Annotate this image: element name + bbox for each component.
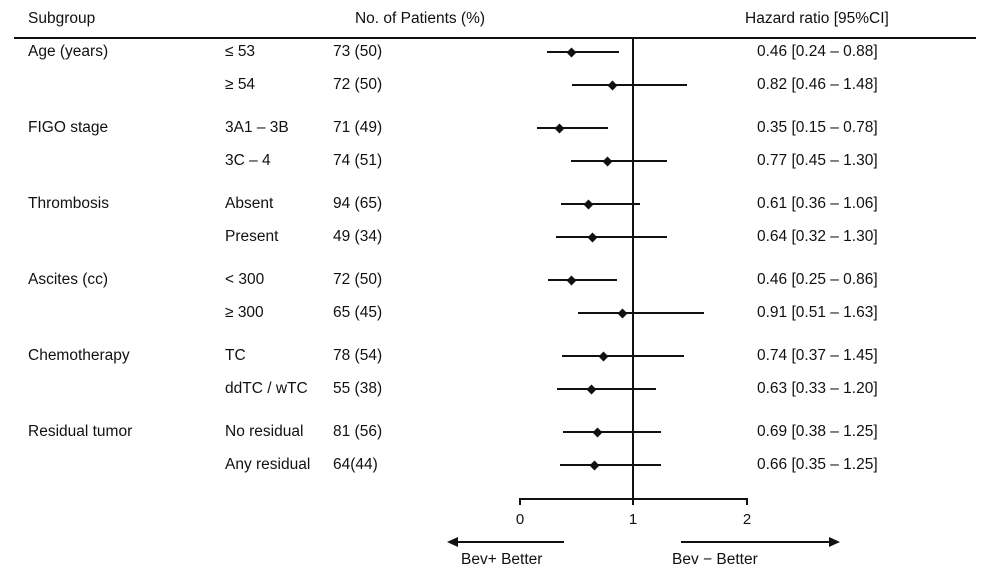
group-label: Chemotherapy [28, 347, 130, 364]
ci-line [557, 388, 656, 390]
header-divider [14, 37, 976, 39]
ci-line [536, 127, 609, 129]
row-label: ≤ 53 [225, 43, 256, 60]
row-hr-text: 0.46 [0.24 – 0.88] [757, 43, 878, 60]
row-hr-text: 0.91 [0.51 – 1.63] [757, 304, 878, 321]
row-patients: 71 (49) [333, 119, 383, 136]
point-estimate-marker [593, 427, 603, 437]
row-patients: 94 (65) [333, 195, 383, 212]
row-label: ≥ 54 [225, 76, 256, 93]
left-arrow-label: Bev+ Better [461, 551, 543, 568]
row-hr-text: 0.61 [0.36 – 1.06] [757, 195, 878, 212]
column-header-subgroup: Subgroup [28, 10, 96, 27]
row-patients: 49 (34) [333, 228, 383, 245]
row-patients: 72 (50) [333, 271, 383, 288]
right-arrow-label: Bev − Better [672, 551, 758, 568]
row-label: Any residual [225, 456, 311, 473]
row-label: 3C – 4 [225, 152, 271, 169]
ci-line [562, 431, 662, 433]
left-arrow-head-icon [447, 537, 458, 547]
point-estimate-marker [598, 351, 609, 361]
row-hr-text: 0.74 [0.37 – 1.45] [757, 347, 878, 364]
row-label: Absent [225, 195, 274, 212]
row-hr-text: 0.63 [0.33 – 1.20] [757, 380, 878, 397]
row-patients: 72 (50) [333, 76, 383, 93]
ci-line [556, 236, 667, 238]
row-patients: 78 (54) [333, 347, 383, 364]
row-hr-text: 0.64 [0.32 – 1.30] [757, 228, 878, 245]
point-estimate-marker [567, 47, 577, 57]
row-hr-text: 0.66 [0.35 – 1.25] [757, 456, 878, 473]
point-estimate-marker [586, 384, 597, 394]
row-hr-text: 0.69 [0.38 – 1.25] [757, 423, 878, 440]
left-arrow-line [456, 541, 564, 543]
row-label: No residual [225, 423, 304, 440]
ci-line [559, 464, 662, 466]
row-label: ddTC / wTC [225, 380, 308, 397]
point-estimate-marker [587, 232, 598, 242]
ci-line [561, 355, 684, 357]
column-header-patients: No. of Patients (%) [354, 10, 486, 27]
row-hr-text: 0.82 [0.46 – 1.48] [757, 76, 878, 93]
right-arrow-line [681, 541, 831, 543]
point-estimate-marker [554, 123, 565, 133]
x-axis-ticklabel-0: 0 [515, 511, 525, 528]
point-estimate-marker [589, 460, 600, 470]
ci-line [577, 312, 705, 314]
ci-line [548, 279, 618, 281]
row-label: Present [225, 228, 279, 245]
group-label: Age (years) [28, 43, 109, 60]
ci-line [571, 84, 688, 86]
group-label: Ascites (cc) [28, 271, 109, 288]
row-label: TC [225, 347, 246, 364]
point-estimate-marker [607, 80, 618, 90]
row-label: 3A1 – 3B [225, 119, 289, 136]
x-axis-tick-2 [746, 498, 748, 505]
point-estimate-marker [583, 199, 594, 209]
row-patients: 73 (50) [333, 43, 383, 60]
point-estimate-marker [567, 275, 577, 285]
row-patients: 55 (38) [333, 380, 383, 397]
row-hr-text: 0.46 [0.25 – 0.86] [757, 271, 878, 288]
ci-line [560, 203, 640, 205]
row-hr-text: 0.77 [0.45 – 1.30] [757, 152, 878, 169]
row-label: ≥ 300 [225, 304, 264, 321]
ci-line [570, 160, 667, 162]
x-axis-tick-1 [632, 498, 634, 505]
row-label: < 300 [225, 271, 265, 288]
row-patients: 65 (45) [333, 304, 383, 321]
reference-line-hr-1 [632, 39, 634, 505]
row-patients: 64(44) [333, 456, 378, 473]
x-axis-ticklabel-1: 1 [628, 511, 638, 528]
group-label: FIGO stage [28, 119, 109, 136]
ci-line [547, 51, 620, 53]
group-label: Residual tumor [28, 423, 133, 440]
column-header-hazard-ratio: Hazard ratio [95%CI] [745, 10, 889, 27]
row-hr-text: 0.35 [0.15 – 0.78] [757, 119, 878, 136]
x-axis-ticklabel-2: 2 [742, 511, 752, 528]
group-label: Thrombosis [28, 195, 109, 212]
right-arrow-head-icon [829, 537, 840, 547]
row-patients: 81 (56) [333, 423, 383, 440]
x-axis-tick-0 [519, 498, 521, 505]
point-estimate-marker [602, 156, 612, 166]
row-patients: 74 (51) [333, 152, 383, 169]
point-estimate-marker [617, 308, 628, 318]
